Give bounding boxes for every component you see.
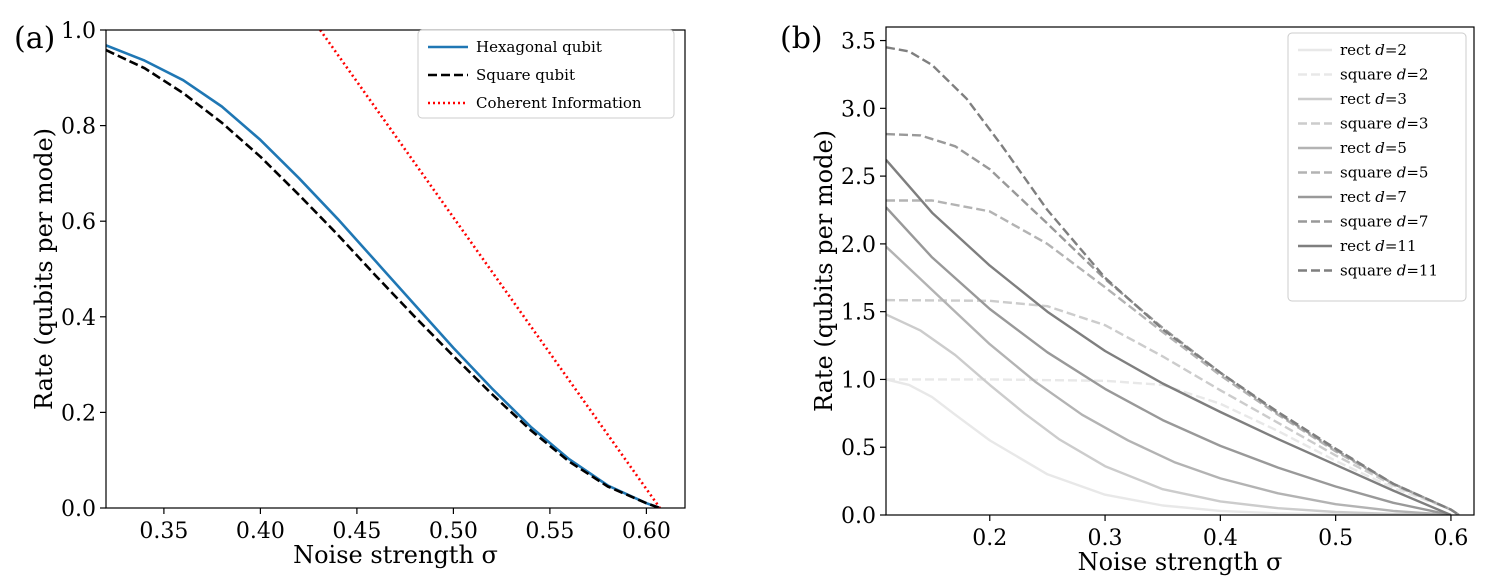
panel-b-legend-label: rect d=5 xyxy=(1340,139,1407,157)
panel-b-legend-label: rect d=11 xyxy=(1340,237,1417,255)
panel-b-series-square-d-2 xyxy=(886,378,1460,515)
panel-a-ytick-label: 0.6 xyxy=(61,210,96,235)
panel-a-xtick-label: 0.45 xyxy=(332,519,381,544)
panel-b-series-rect-d-5 xyxy=(886,245,1451,515)
panel-a-xtick-label: 0.50 xyxy=(429,519,478,544)
panel-a-xtick-label: 0.35 xyxy=(139,519,188,544)
panel-b-legend-label: square d=11 xyxy=(1340,262,1438,280)
panel-a-label: (a) xyxy=(14,21,55,56)
panel-b-ylabel: Rate (qubits per mode) xyxy=(810,130,838,412)
panel-a-legend-label: Hexagonal qubit xyxy=(476,38,602,56)
panel-b-ytick-label: 1.5 xyxy=(841,301,876,326)
panel-b-legend-label: square d=2 xyxy=(1340,66,1428,84)
panel-a-xtick-label: 0.40 xyxy=(236,519,285,544)
panel-b-xlabel: Noise strength σ xyxy=(1078,548,1283,576)
panel-a-series-hexagonal-qubit xyxy=(106,44,661,508)
panel-a-axes-frame xyxy=(105,29,686,509)
panel-b-legend-label: square d=5 xyxy=(1340,164,1428,182)
panel-a-ytick-label: 0.0 xyxy=(61,497,96,522)
panel-a-series-square-qubit xyxy=(106,48,661,508)
panel-a-legend-box xyxy=(417,29,675,119)
panel-b-ytick-label: 3.5 xyxy=(841,30,876,55)
panel-a-ylabel: Rate (qubits per mode) xyxy=(30,128,58,410)
panel-a-ytick-label: 1.0 xyxy=(61,19,96,44)
panel-a-legend-label: Coherent Information xyxy=(476,94,642,112)
panel-a-ytick-label: 0.2 xyxy=(61,401,96,426)
panel-a-xtick-label: 0.55 xyxy=(525,519,574,544)
panel-b-series-rect-d-11 xyxy=(886,159,1452,515)
panel-b-ytick-label: 2.5 xyxy=(841,165,876,190)
panel-a-legend-label: Square qubit xyxy=(476,66,575,84)
panel-b-legend-label: square d=7 xyxy=(1340,213,1428,231)
panel-b-legend-box xyxy=(1287,32,1467,302)
panel-b-xtick-label: 0.2 xyxy=(972,526,1007,551)
panel-b-legend: rect d=2 square d=2 rect d=3 square d=3 rect… xyxy=(1287,32,1467,302)
panel-b-ytick-label: 0.0 xyxy=(841,504,876,529)
panel-b-legend-label: square d=3 xyxy=(1340,115,1428,133)
panel-a-xtick-label: 0.60 xyxy=(622,519,671,544)
panel-b-series-rect-d-2 xyxy=(886,378,1451,515)
panel-b-legend-label: rect d=2 xyxy=(1340,41,1407,59)
panel-b-series-square-d-11 xyxy=(886,46,1460,515)
panel-b-axes-frame xyxy=(885,26,1475,516)
panel-b-ytick-label: 2.0 xyxy=(841,233,876,258)
panel-b-series-rect-d-3 xyxy=(886,313,1451,515)
panel-b-ytick-label: 0.5 xyxy=(841,436,876,461)
panel-b-ytick-label: 1.0 xyxy=(841,368,876,393)
panel-b-xtick-label: 0.6 xyxy=(1433,526,1468,551)
panel-b-legend-label: rect d=7 xyxy=(1340,188,1407,206)
panel-a-chart: (a) 0.35 0.40 0.45 0.50 0.55 0.60 0.0 0.2 0.4 0.6 0… xyxy=(14,19,686,569)
panel-b-ytick-label: 3.0 xyxy=(841,97,876,122)
panel-b-legend-label: rect d=3 xyxy=(1340,90,1407,108)
panel-a-ytick-label: 0.4 xyxy=(61,306,96,331)
panel-a-ytick-label: 0.8 xyxy=(61,115,96,140)
panel-b-xtick-label: 0.3 xyxy=(1088,526,1123,551)
panel-b-label: (b) xyxy=(780,21,823,56)
panel-b-chart: (b) 0.2 0.3 0.4 0.5 0.6 0.0 0.5 1.0 1.5 2.0 2.5 3.0 3… xyxy=(780,21,1475,576)
panel-b-xtick-label: 0.5 xyxy=(1318,526,1353,551)
panel-a-legend: Hexagonal qubit Square qubit Coherent Info… xyxy=(417,29,675,119)
panel-a-xlabel: Noise strength σ xyxy=(293,541,498,569)
panel-b-xtick-label: 0.4 xyxy=(1203,526,1238,551)
panel-b-series-rect-d-7 xyxy=(886,206,1452,515)
